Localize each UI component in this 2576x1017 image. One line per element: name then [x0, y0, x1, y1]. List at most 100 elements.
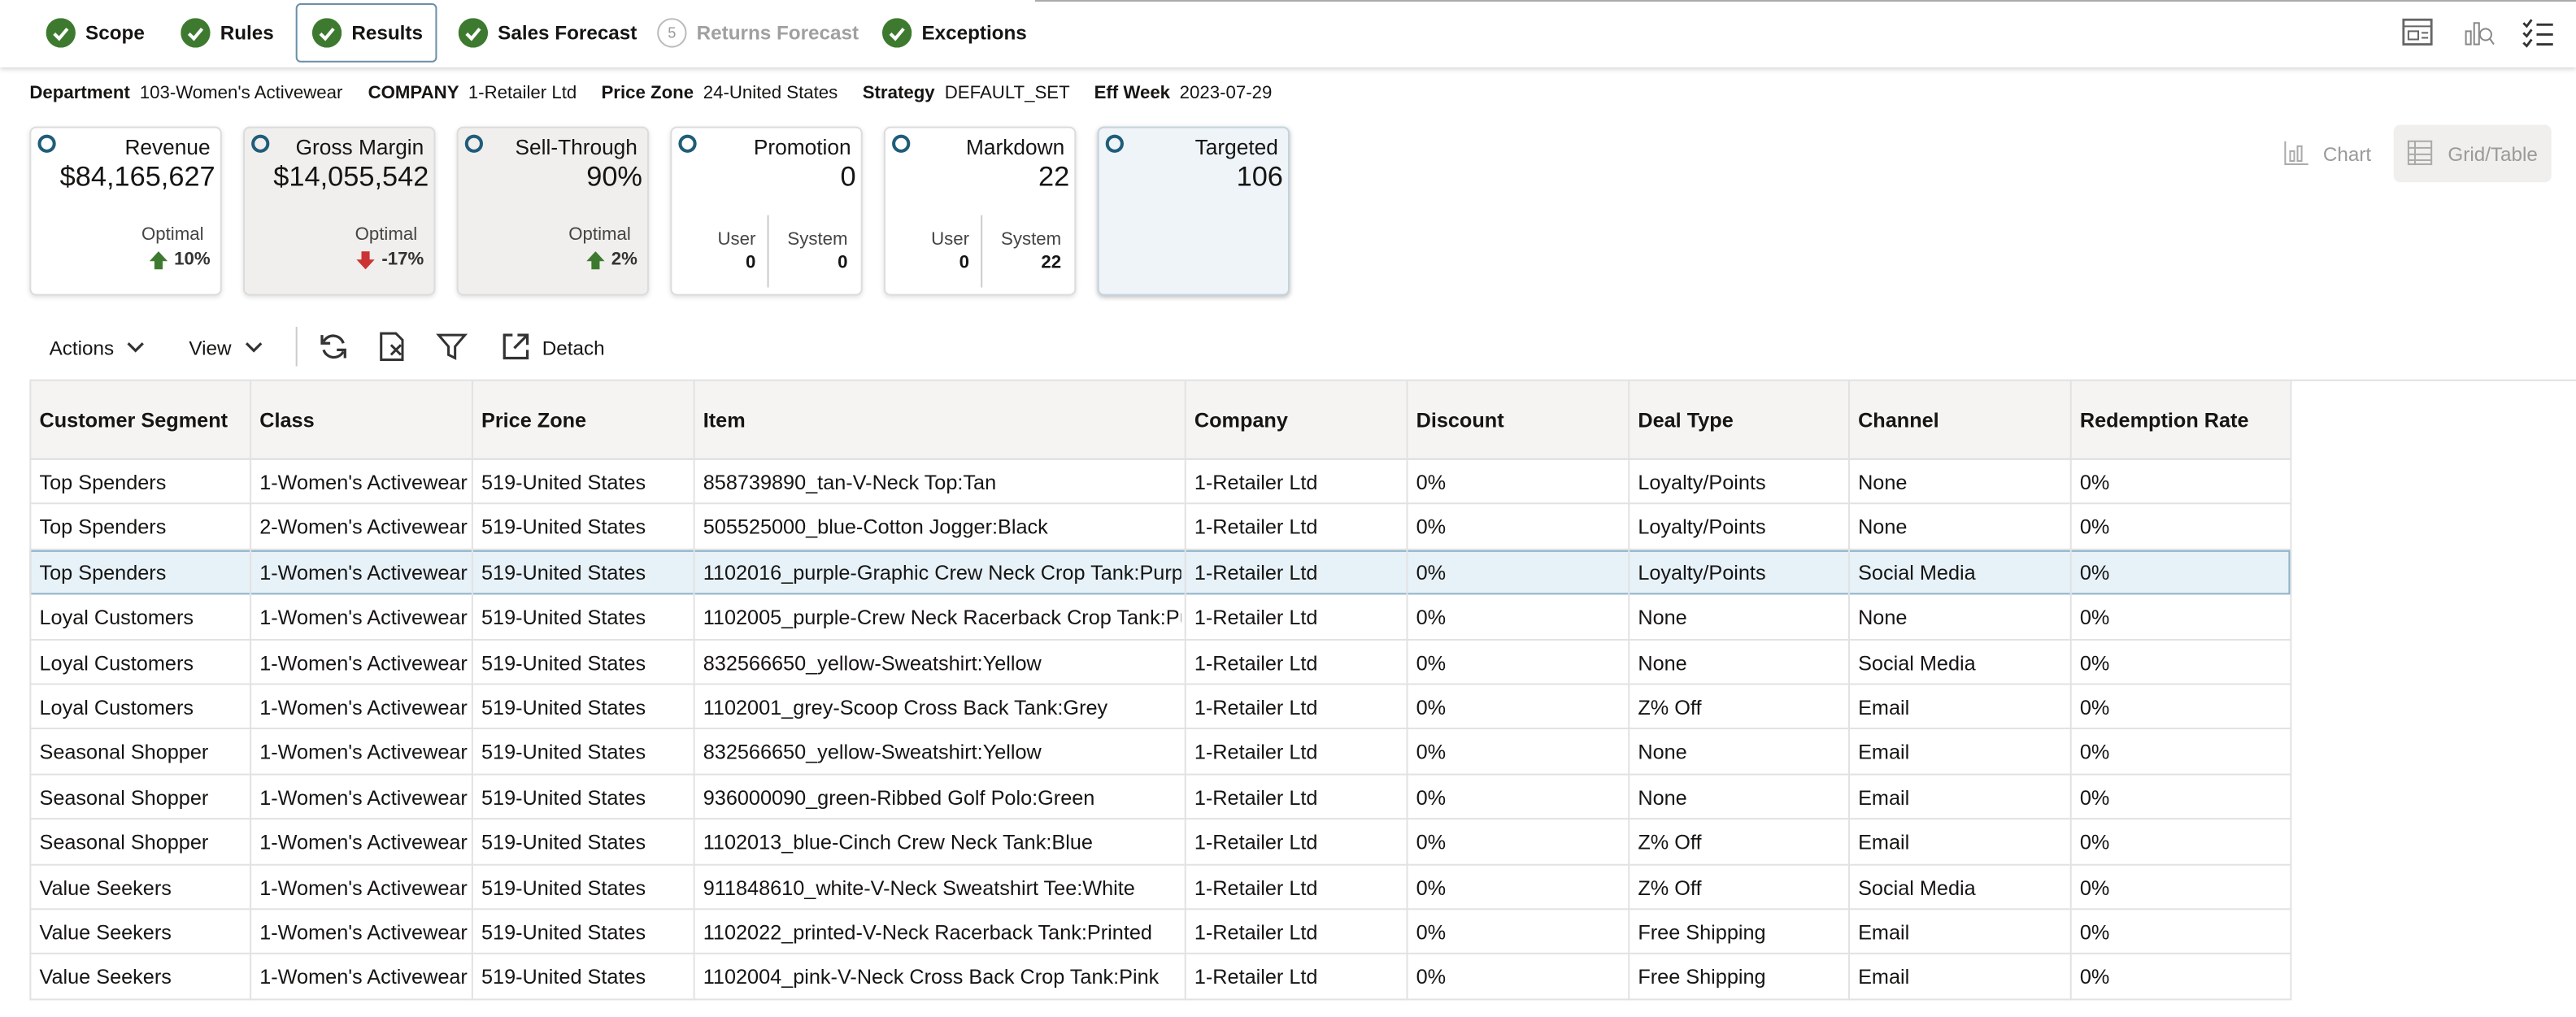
table-header-bg — [29, 380, 2291, 460]
table-row[interactable] — [29, 730, 2291, 776]
icon-detach[interactable] — [499, 330, 532, 363]
table-row[interactable] — [29, 505, 2291, 550]
column-border — [29, 380, 32, 1001]
tab-label[interactable]: Rules — [220, 21, 274, 45]
column-header[interactable]: Redemption Rate — [2079, 409, 2249, 432]
table-cell: 0% — [1416, 831, 1447, 854]
column-header[interactable]: Deal Type — [1638, 409, 1734, 432]
card-value: $84,165,627 — [59, 160, 215, 193]
table-cell: 1-Retailer Ltd — [1194, 471, 1318, 495]
column-border — [2290, 380, 2292, 1001]
table-row[interactable] — [29, 550, 2291, 595]
view-menu[interactable]: View — [189, 337, 232, 360]
icon-checklist[interactable] — [2522, 18, 2554, 48]
table-cell: 858739890_tan-V-Neck Top:Tan — [703, 471, 997, 495]
card-radio[interactable] — [678, 134, 697, 153]
card-sub-label: Optimal — [568, 224, 631, 246]
trend-arrow — [356, 251, 375, 270]
column-header[interactable]: Class — [259, 409, 315, 432]
table-row[interactable] — [29, 865, 2291, 911]
kpi-card[interactable]: Sell-Through 90% Optimal 2% — [456, 126, 650, 296]
table-cell: Top Spenders — [39, 561, 167, 585]
table-cell: 0% — [1416, 696, 1447, 719]
detach-button[interactable]: Detach — [542, 337, 605, 360]
kpi-card[interactable]: Markdown 22 User 0 System 22 — [883, 126, 1077, 296]
column-header[interactable]: Item — [703, 409, 746, 432]
table-cell: Email — [1858, 696, 1910, 719]
icon-layout[interactable] — [2402, 18, 2435, 47]
view-toggle[interactable]: Chart — [2322, 142, 2372, 167]
card-change: 10% — [174, 250, 211, 270]
card-radio[interactable] — [251, 134, 270, 153]
table-cell: 519-United States — [481, 696, 646, 719]
actions-menu[interactable]: Actions — [49, 337, 115, 360]
icon-filter[interactable] — [435, 330, 468, 363]
kpi-card[interactable]: Promotion 0 User 0 System 0 — [670, 126, 863, 296]
table-cell: Z% Off — [1638, 831, 1702, 854]
table-row[interactable] — [29, 460, 2291, 506]
tab-check — [181, 18, 211, 48]
table-cell: 1-Retailer Ltd — [1194, 651, 1318, 675]
table-row[interactable] — [29, 595, 2291, 641]
table-cell: 0% — [2079, 786, 2110, 810]
table-cell: Value Seekers — [39, 921, 172, 945]
icon-refresh[interactable] — [317, 330, 350, 363]
card-radio[interactable] — [892, 134, 911, 153]
table-cell: 2-Women's Activewear B — [259, 516, 468, 540]
card-radio[interactable] — [464, 134, 483, 153]
tab-label[interactable]: Results — [351, 21, 423, 45]
tab-label[interactable]: Exceptions — [921, 21, 1027, 45]
column-header[interactable]: Customer Segment — [39, 409, 228, 432]
table-cell: 1102004_pink-V-Neck Cross Back Crop Tank… — [703, 966, 1160, 990]
table-row[interactable] — [29, 910, 2291, 955]
table-top-line — [29, 379, 2576, 381]
card-radio[interactable] — [1105, 134, 1124, 153]
system-value: 0 — [838, 253, 848, 273]
card-value: 22 — [1038, 160, 1070, 193]
table-cell: 1-Women's Activewear T — [259, 561, 468, 585]
view-toggle[interactable]: Grid/Table — [2448, 142, 2538, 167]
tab-check — [311, 18, 342, 48]
table-cell: 0% — [1416, 471, 1447, 495]
table-cell: None — [1638, 606, 1687, 630]
card-divider — [981, 215, 983, 288]
table-cell: 1-Women's Activewear T — [259, 741, 468, 765]
card-value: $14,055,542 — [273, 160, 429, 193]
table-cell: Loyal Customers — [39, 696, 194, 719]
table-cell: 0% — [2079, 741, 2110, 765]
table-cell: Loyalty/Points — [1638, 561, 1766, 585]
kpi-card[interactable]: Targeted 106 — [1097, 126, 1290, 296]
card-title: Targeted — [1194, 134, 1278, 159]
table-row[interactable] — [29, 685, 2291, 730]
table-row[interactable] — [29, 640, 2291, 685]
table-cell: 519-United States — [481, 786, 646, 810]
table-cell: 519-United States — [481, 606, 646, 630]
table-row[interactable] — [29, 955, 2291, 1000]
column-header[interactable]: Company — [1194, 409, 1288, 432]
kpi-card[interactable]: Gross Margin $14,055,542 Optimal -17% — [243, 126, 436, 296]
table-cell: Email — [1858, 741, 1910, 765]
chevron — [245, 342, 263, 353]
icon-chart-search[interactable] — [2463, 18, 2496, 47]
table-row[interactable] — [29, 775, 2291, 820]
column-header[interactable]: Price Zone — [481, 409, 587, 432]
kpi-card[interactable]: Revenue $84,165,627 Optimal 10% — [29, 126, 222, 296]
toolbar-divider — [295, 327, 298, 367]
table-cell: Z% Off — [1638, 696, 1702, 719]
tab-label[interactable]: Scope — [85, 21, 145, 45]
system-label: System — [1001, 229, 1062, 250]
card-radio[interactable] — [37, 134, 56, 153]
table-cell: None — [1858, 606, 1908, 630]
filter-label: Strategy — [862, 84, 935, 104]
tab-label[interactable]: Returns Forecast — [696, 21, 859, 45]
card-title: Sell-Through — [515, 134, 637, 159]
column-header[interactable]: Channel — [1858, 409, 1939, 432]
column-header[interactable]: Discount — [1416, 409, 1504, 432]
card-value: 90% — [586, 160, 642, 193]
tab-label[interactable]: Sales Forecast — [498, 21, 637, 45]
table-cell: 519-United States — [481, 471, 646, 495]
tab-check — [46, 18, 76, 48]
table-row[interactable] — [29, 820, 2291, 865]
icon-export[interactable] — [376, 330, 409, 363]
table-cell: 1-Women's Activewear T — [259, 921, 468, 945]
